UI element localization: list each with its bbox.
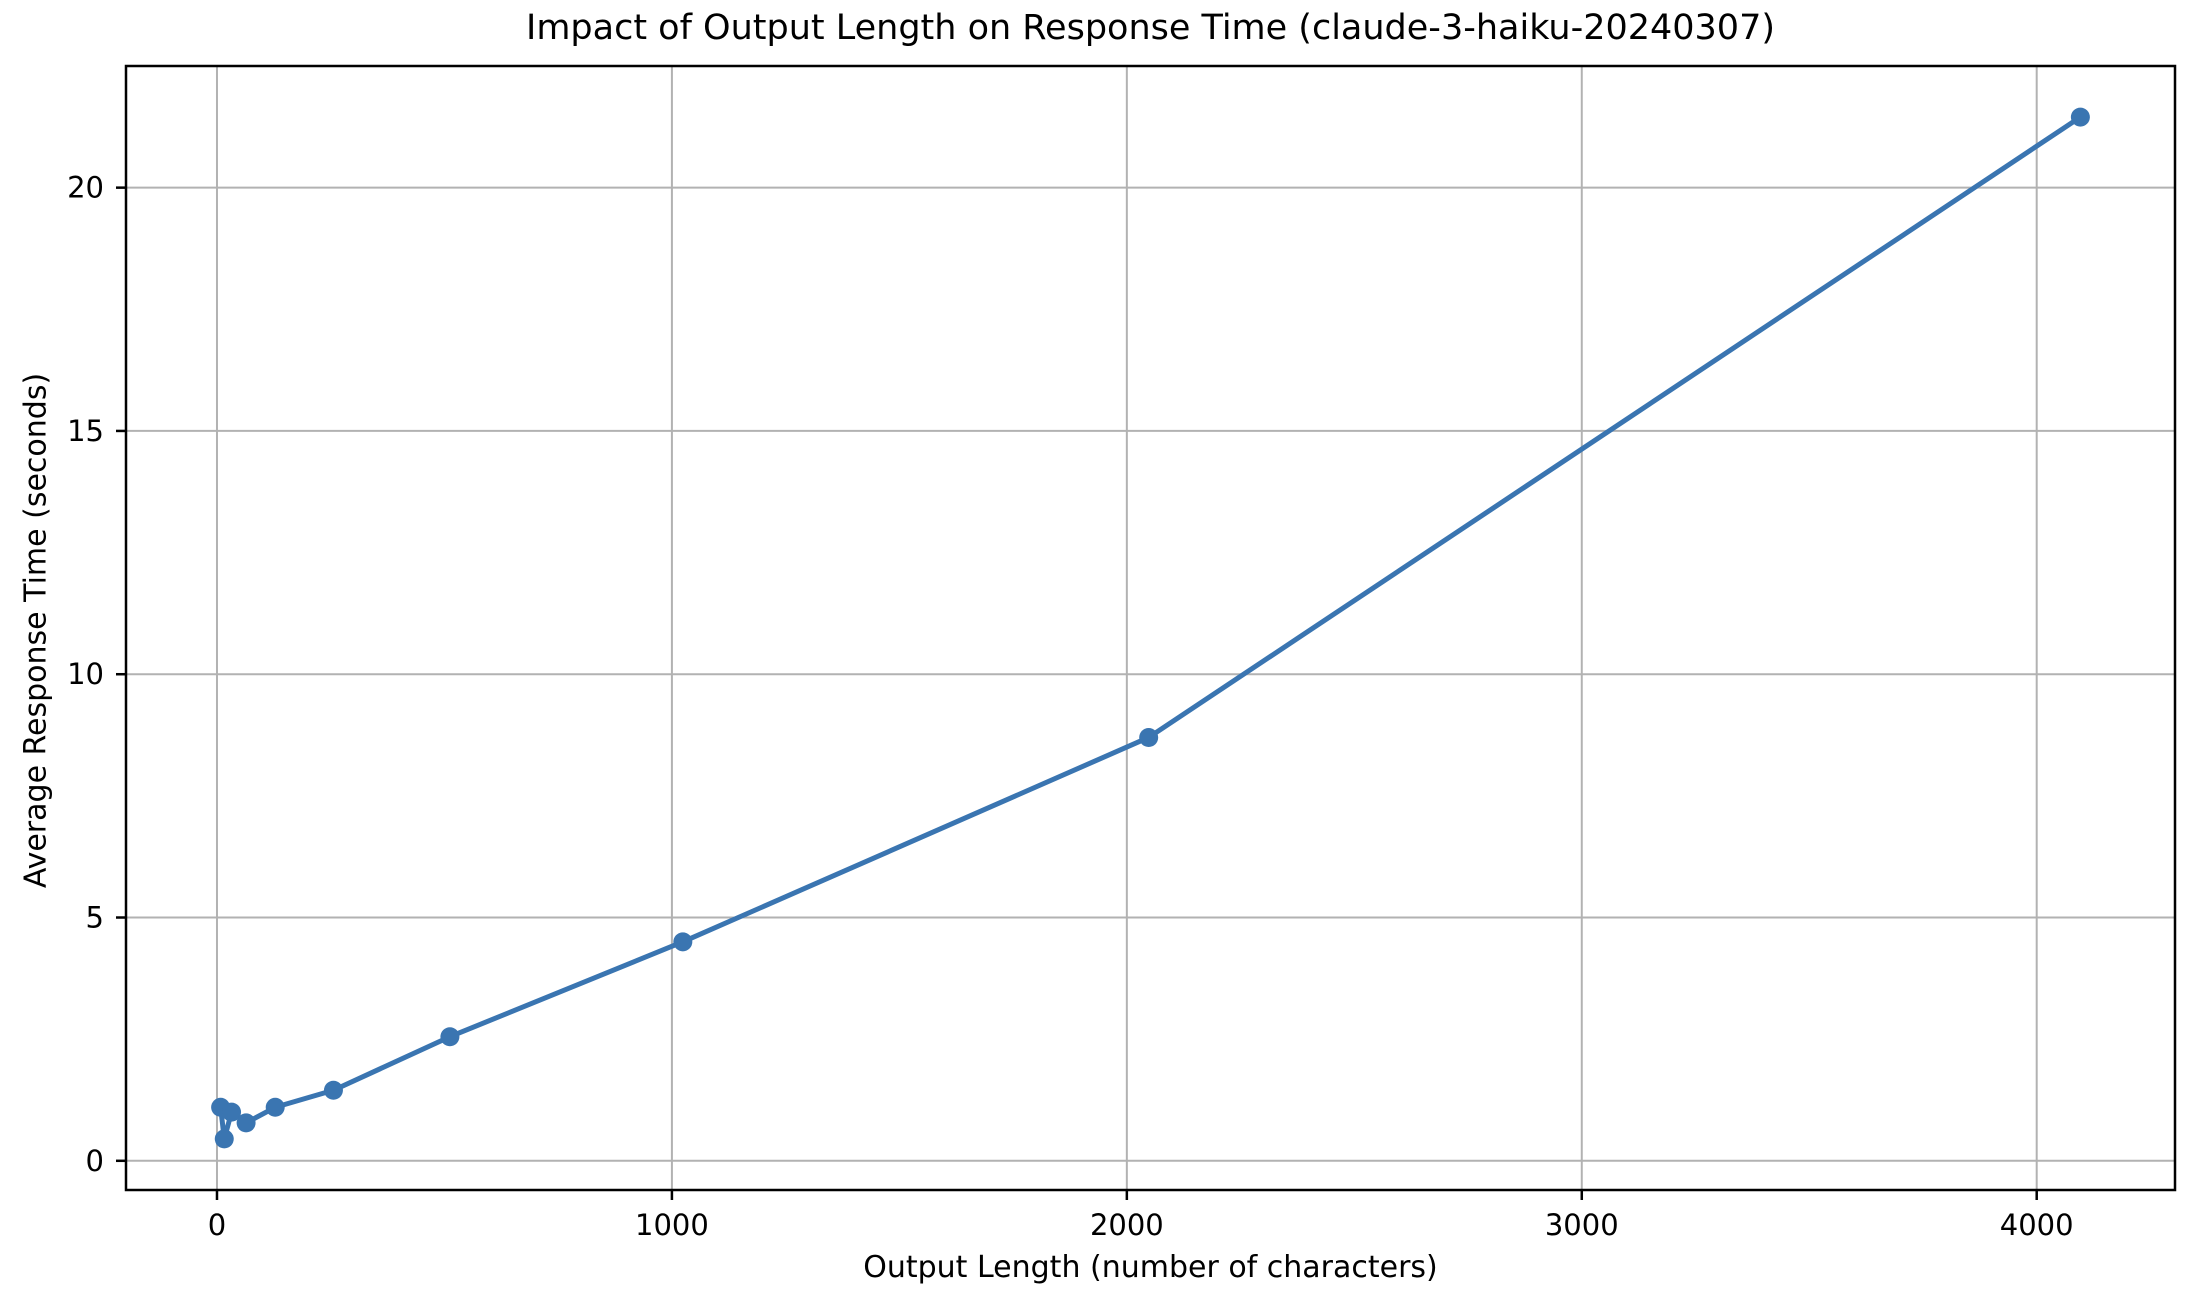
- chart-title: Impact of Output Length on Response Time…: [526, 8, 1775, 48]
- y-tick-label: 0: [86, 1144, 104, 1178]
- data-point: [222, 1102, 242, 1122]
- x-tick-label: 2000: [1090, 1208, 1164, 1242]
- y-tick-label: 15: [67, 414, 104, 448]
- y-tick-label: 5: [86, 901, 104, 935]
- x-tick-label: 4000: [2000, 1208, 2074, 1242]
- data-point: [2070, 107, 2090, 127]
- y-tick-label: 20: [67, 171, 104, 205]
- x-tick-label: 0: [208, 1208, 226, 1242]
- x-axis-label: Output Length (number of characters): [863, 1250, 1438, 1285]
- data-point: [440, 1027, 460, 1047]
- series-line: [218, 114, 2083, 1142]
- data-point: [214, 1129, 234, 1149]
- data-point: [323, 1080, 343, 1100]
- plot-border: [124, 64, 2177, 1192]
- data-point: [1139, 727, 1159, 747]
- x-tick-label: 1000: [635, 1208, 709, 1242]
- data-point: [236, 1113, 256, 1133]
- data-point: [265, 1097, 285, 1117]
- data-point: [673, 932, 693, 952]
- x-tick-label: 3000: [1545, 1208, 1619, 1242]
- y-tick-label: 10: [67, 657, 104, 691]
- y-axis-label: Average Response Time (seconds): [18, 372, 54, 889]
